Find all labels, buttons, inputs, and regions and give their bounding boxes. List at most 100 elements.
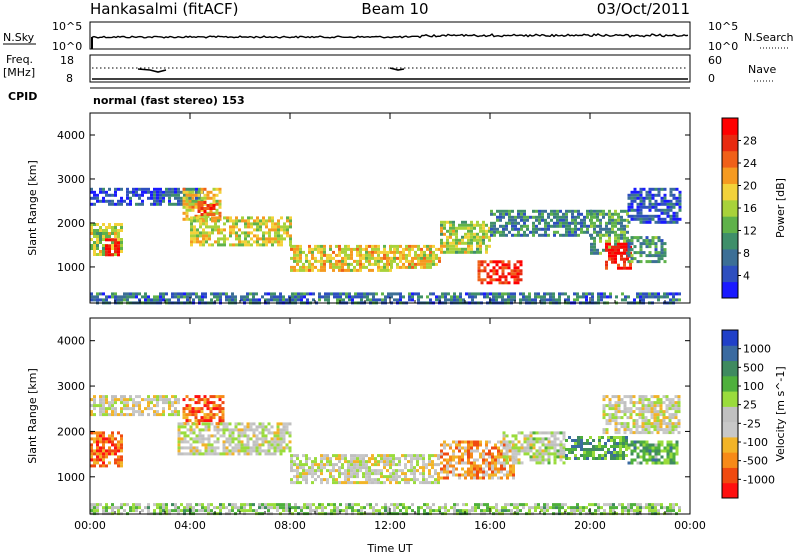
data-cell [669,443,673,447]
data-cell [639,449,643,453]
data-cell [648,254,652,258]
data-cell [365,250,368,254]
data-cell [320,244,323,248]
data-cell [159,196,162,200]
data-cell [228,428,232,432]
data-cell [636,202,640,206]
data-cell [243,452,247,456]
data-cell [220,228,223,232]
data-cell [443,232,446,236]
data-cell [443,220,446,224]
data-cell [556,230,559,234]
data-cell [191,193,195,197]
data-cell [639,193,643,197]
data-cell [120,295,123,299]
data-cell [630,461,634,465]
data-cell [486,272,490,276]
data-cell [218,404,222,408]
data-cell [663,248,667,252]
data-cell [329,259,332,263]
data-cell [99,413,102,417]
data-cell [305,457,308,461]
data-cell [654,187,658,191]
data-cell [235,243,238,247]
data-cell [622,436,625,439]
data-cell [568,448,571,451]
data-cell [129,413,132,417]
data-cell [285,443,289,447]
data-cell [571,451,574,454]
data-cell [276,422,280,426]
data-cell [610,454,613,457]
data-cell [553,440,557,444]
data-cell [629,431,633,435]
data-cell [177,190,180,194]
data-cell [473,223,476,227]
data-cell [629,407,633,411]
data-cell [392,460,395,464]
data-cell [492,278,496,282]
data-cell [374,478,377,482]
data-cell [546,506,549,510]
data-cell [642,199,646,203]
data-cell [537,295,540,299]
data-cell [171,404,174,408]
data-cell [185,419,189,423]
data-cell [317,466,320,470]
data-cell [593,236,596,240]
data-cell [491,458,494,462]
data-cell [571,209,574,213]
data-cell [431,463,434,467]
data-cell [623,248,626,252]
data-cell [612,509,615,513]
data-cell [523,434,527,438]
data-cell [377,244,380,248]
data-cell [114,413,117,417]
data-cell [541,218,544,222]
data-cell [350,454,353,458]
data-cell [553,449,557,453]
data-cell [534,292,537,296]
data-cell [678,205,682,209]
data-cell [525,298,528,302]
data-cell [531,298,534,302]
data-cell [274,234,277,238]
data-cell [547,455,551,459]
colorbar-segment [722,421,738,438]
data-cell [216,295,219,299]
data-cell [452,467,455,471]
data-cell [471,298,474,302]
data-cell [208,237,211,241]
data-cell [574,221,577,225]
data-cell [608,413,612,417]
data-cell [279,434,283,438]
data-cell [250,222,253,226]
data-cell [117,244,120,248]
data-cell [417,244,420,248]
data-cell [675,298,678,302]
data-cell [299,265,302,269]
data-cell [623,422,627,426]
data-cell [99,401,102,405]
freq-tick-bottom: 8 [66,72,73,85]
data-cell [660,217,664,221]
data-cell [444,509,447,513]
data-cell [211,228,214,232]
data-cell [232,231,235,235]
data-cell [171,503,174,507]
data-cell [656,413,660,417]
data-cell [168,196,171,200]
data-cell [190,228,193,232]
data-cell [335,454,338,458]
data-cell [511,227,514,231]
data-cell [467,247,470,251]
data-cell [203,207,207,210]
data-cell [102,464,105,468]
data-cell [440,476,443,480]
data-cell [473,443,476,447]
data-cell [350,463,353,467]
data-cell [408,292,411,296]
data-cell [338,466,341,470]
data-cell [219,428,223,432]
data-cell [630,202,634,206]
